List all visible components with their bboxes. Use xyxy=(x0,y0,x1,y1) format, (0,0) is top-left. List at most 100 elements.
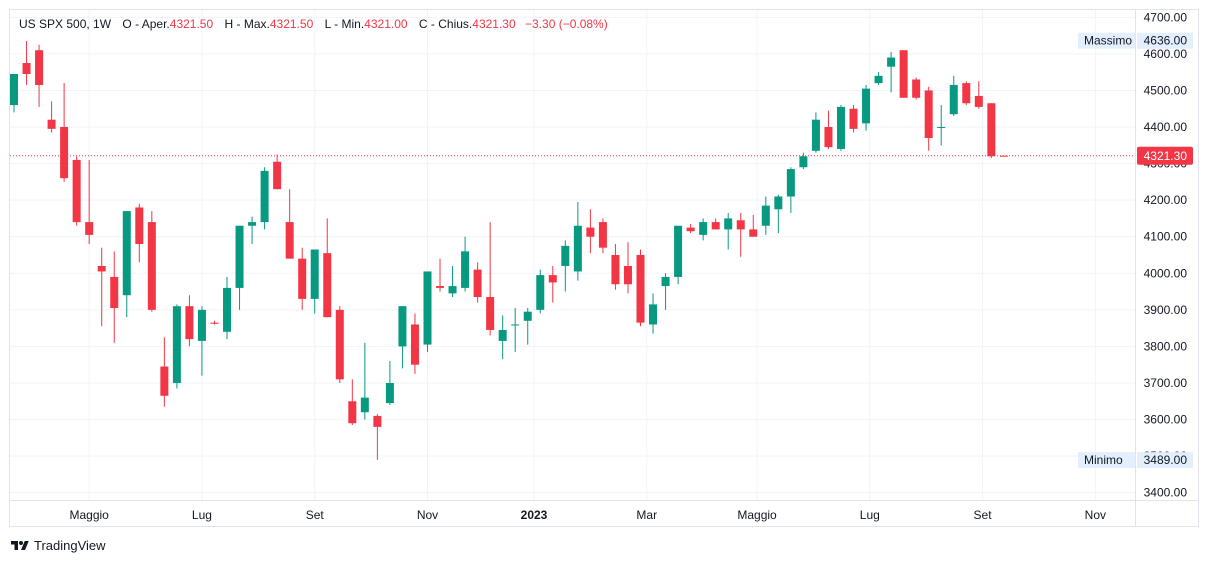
y-tick-label: 4400.00 xyxy=(1144,120,1188,134)
candle-body xyxy=(699,222,708,235)
candle-body xyxy=(72,159,81,223)
candle-down xyxy=(323,218,332,318)
candle-body xyxy=(561,245,570,266)
candle-body xyxy=(235,225,244,288)
candle-body xyxy=(260,170,269,223)
candle-body xyxy=(711,222,720,230)
candle-down xyxy=(335,306,344,383)
y-tick-label: 4200.00 xyxy=(1144,193,1188,207)
candle-body xyxy=(335,309,344,380)
y-tick-label: 3600.00 xyxy=(1144,413,1188,427)
candle-up xyxy=(223,276,232,340)
candle-body xyxy=(85,222,94,235)
tradingview-footer[interactable]: TradingView xyxy=(10,538,106,553)
candle-up xyxy=(197,306,206,376)
candle-up xyxy=(887,52,896,93)
x-tick-label: 2023 xyxy=(521,508,548,522)
candle-body xyxy=(761,205,770,226)
min-label: Minimo xyxy=(1084,453,1123,467)
candle-body xyxy=(598,222,607,248)
candle-down xyxy=(586,209,595,254)
x-tick-label: Set xyxy=(306,508,325,522)
tradingview-logo-icon xyxy=(11,540,29,550)
candle-body xyxy=(60,127,69,179)
candle-body xyxy=(611,255,620,285)
candle-body xyxy=(586,227,595,237)
candle-down xyxy=(298,247,307,310)
max-value: 4636.00 xyxy=(1144,34,1188,48)
candle-down xyxy=(97,247,106,327)
min-value: 3489.00 xyxy=(1144,453,1188,467)
x-tick-label: Maggio xyxy=(70,508,110,522)
candle-body xyxy=(348,401,357,424)
candle-down xyxy=(147,211,156,312)
candle-body xyxy=(912,79,921,98)
candle-down xyxy=(736,212,745,257)
candle-body xyxy=(774,196,783,210)
last-price-label: 4321.30 xyxy=(1144,149,1188,163)
candle-up xyxy=(799,152,808,170)
candle-up xyxy=(674,225,683,285)
candle-up xyxy=(310,249,319,314)
candle-body xyxy=(10,73,18,106)
candle-up xyxy=(761,196,770,235)
candle-up xyxy=(385,361,394,405)
candle-body xyxy=(674,225,683,277)
candle-body xyxy=(937,127,946,129)
candle-body xyxy=(786,169,795,197)
candle-body xyxy=(548,275,557,283)
candle-body xyxy=(285,222,294,259)
candle-body xyxy=(360,397,369,413)
candle-body xyxy=(824,127,833,148)
chart-frame[interactable] xyxy=(9,9,1199,527)
candle-body xyxy=(147,222,156,310)
candle-body xyxy=(724,218,733,230)
min-value-box xyxy=(1137,452,1193,469)
legend-close-label: C xyxy=(418,17,428,31)
candle-down xyxy=(598,218,607,254)
candle-body xyxy=(223,287,232,332)
candle-up xyxy=(937,105,946,146)
x-tick-label: Lug xyxy=(860,508,880,522)
candle-down xyxy=(210,320,219,325)
candle-down xyxy=(849,105,858,133)
max-value-box xyxy=(1137,32,1193,49)
candle-up xyxy=(172,304,181,389)
candle-body xyxy=(874,75,883,84)
candle-up xyxy=(811,112,820,153)
candle-up xyxy=(423,271,432,352)
y-tick-label: 3400.00 xyxy=(1144,486,1188,500)
candle-down xyxy=(623,242,632,294)
candle-body xyxy=(47,119,56,129)
candle-up xyxy=(448,265,457,298)
candle-down xyxy=(962,81,971,106)
candle-body xyxy=(636,255,645,323)
candle-body xyxy=(523,311,532,321)
candle-down xyxy=(636,249,645,327)
candle-down xyxy=(135,203,144,263)
candle-up xyxy=(862,84,871,131)
candle-down xyxy=(60,83,69,182)
candle-down xyxy=(486,222,495,336)
candle-down xyxy=(749,214,758,237)
candle-body xyxy=(385,382,394,404)
x-tick-label: Maggio xyxy=(737,508,777,522)
legend-close-text: - Chius. xyxy=(430,17,473,31)
candle-body xyxy=(623,265,632,285)
y-tick-label: 4000.00 xyxy=(1144,266,1188,280)
last-price-badge xyxy=(1137,146,1193,165)
y-tick-label: 4600.00 xyxy=(1144,47,1188,61)
candle-down xyxy=(899,50,908,98)
candle-body xyxy=(799,156,808,168)
candle-up xyxy=(122,211,131,318)
candle-up xyxy=(836,105,845,151)
candle-body xyxy=(486,297,495,330)
y-tick-label: 3700.00 xyxy=(1144,376,1188,390)
y-tick-label: 3800.00 xyxy=(1144,339,1188,353)
legend-symbol: US SPX 500 xyxy=(19,17,87,31)
candle-body xyxy=(323,253,332,318)
candle-down xyxy=(47,101,56,133)
candle-body xyxy=(749,229,758,237)
max-label-box xyxy=(1078,32,1135,49)
